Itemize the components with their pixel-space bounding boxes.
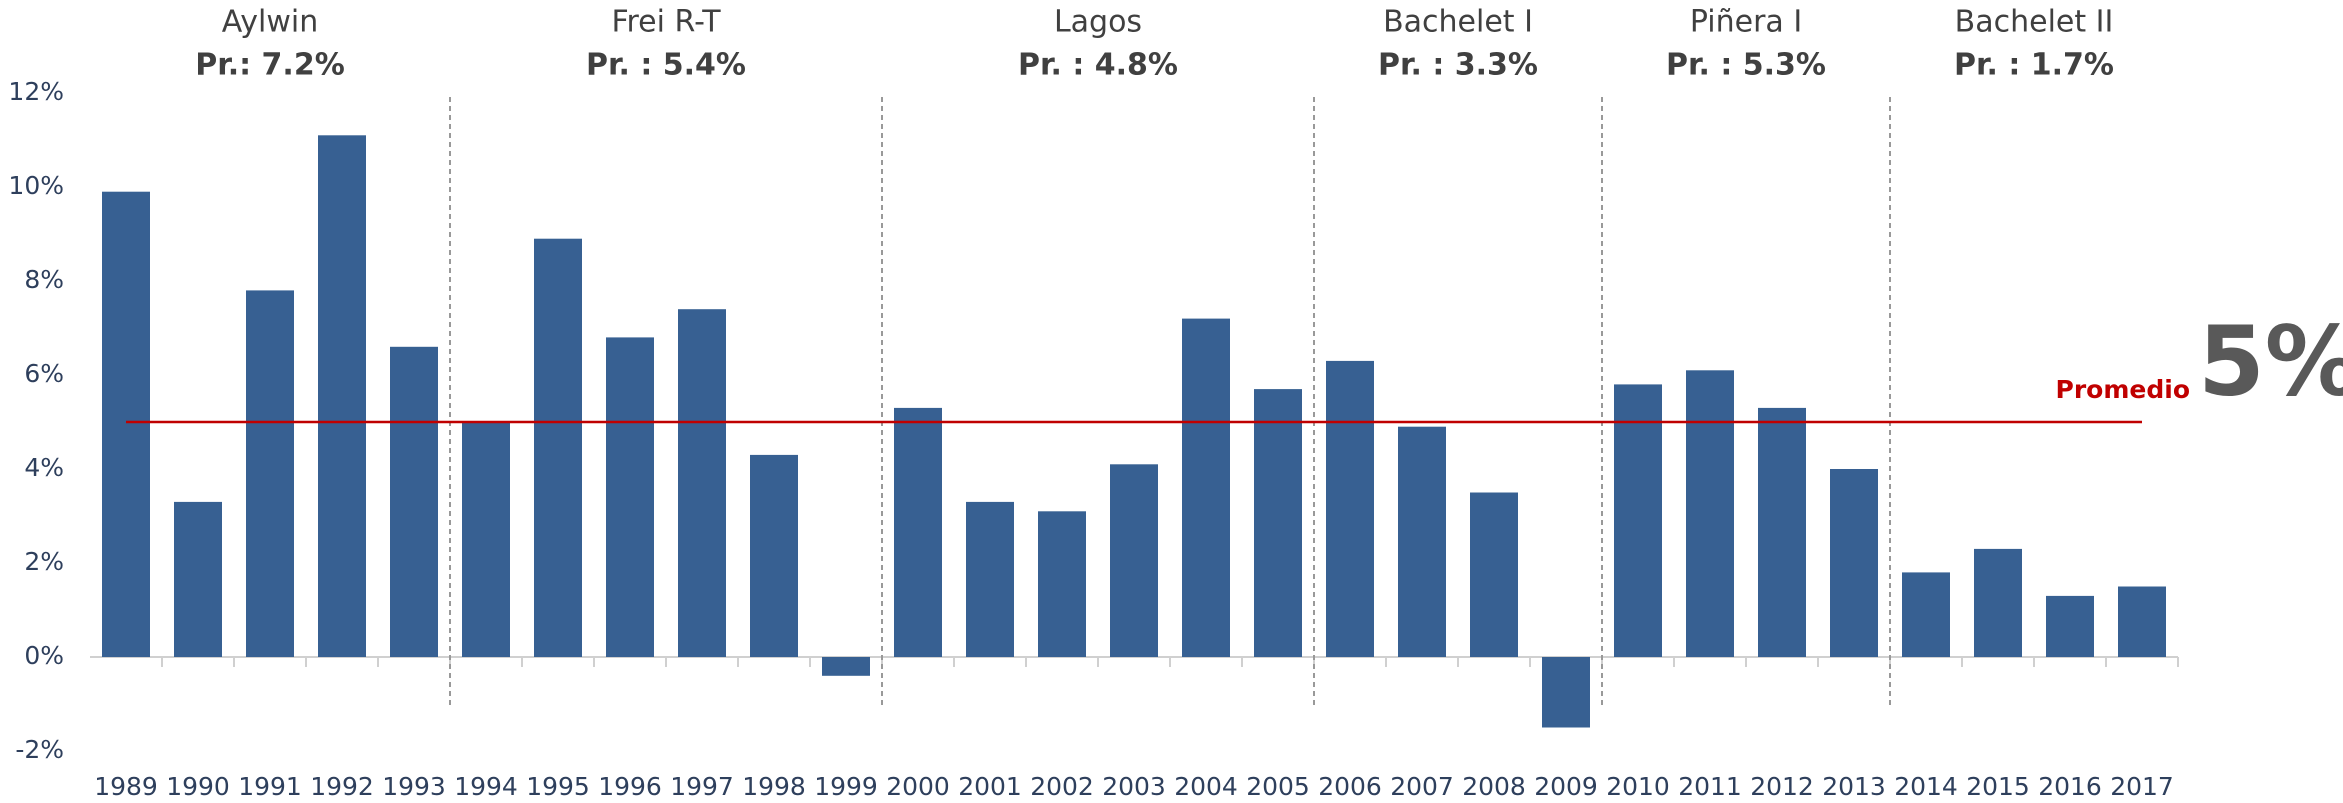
period-name: Bachelet I bbox=[1383, 5, 1533, 40]
bar bbox=[1326, 360, 1374, 657]
x-tick-label: 1993 bbox=[382, 772, 446, 801]
x-tick-label: 2013 bbox=[1822, 772, 1886, 801]
period-average: Pr. : 3.3% bbox=[1378, 48, 1538, 83]
x-tick-label: 2002 bbox=[1030, 772, 1094, 801]
period-name: Bachelet II bbox=[1955, 5, 2114, 40]
bar bbox=[1110, 464, 1158, 657]
x-tick-label: 2004 bbox=[1174, 772, 1238, 801]
bar bbox=[678, 309, 726, 657]
reference-label: Promedio bbox=[2056, 375, 2190, 404]
bar bbox=[822, 657, 870, 676]
y-tick-label: 2% bbox=[24, 547, 64, 576]
bar bbox=[390, 346, 438, 657]
bar bbox=[1254, 389, 1302, 657]
period-name: Aylwin bbox=[222, 5, 318, 40]
y-tick-label: 4% bbox=[24, 453, 64, 482]
x-tick-label: 2003 bbox=[1102, 772, 1166, 801]
y-tick-label: 0% bbox=[24, 641, 64, 670]
bar bbox=[318, 135, 366, 658]
bar bbox=[1614, 384, 1662, 657]
period-name: Frei R-T bbox=[611, 5, 721, 40]
y-tick-label: -2% bbox=[15, 735, 64, 764]
period-name: Piñera I bbox=[1690, 5, 1802, 40]
bar bbox=[966, 501, 1014, 657]
period-average: Pr. : 4.8% bbox=[1018, 48, 1178, 83]
bar bbox=[750, 454, 798, 657]
x-tick-label: 1991 bbox=[238, 772, 302, 801]
reference-value: 5% bbox=[2198, 305, 2343, 417]
x-tick-label: 2009 bbox=[1534, 772, 1598, 801]
bar bbox=[174, 501, 222, 657]
x-tick-label: 2012 bbox=[1750, 772, 1814, 801]
bar bbox=[1686, 370, 1734, 657]
y-tick-label: 12% bbox=[8, 77, 64, 106]
bar bbox=[1470, 492, 1518, 657]
bar bbox=[2118, 586, 2166, 657]
x-tick-label: 1994 bbox=[454, 772, 518, 801]
bar bbox=[1542, 657, 1590, 728]
x-tick-label: 2017 bbox=[2110, 772, 2174, 801]
y-tick-label: 6% bbox=[24, 359, 64, 388]
x-tick-label: 1997 bbox=[670, 772, 734, 801]
bar bbox=[1398, 426, 1446, 657]
period-average: Pr. : 5.3% bbox=[1666, 48, 1826, 83]
bar bbox=[1902, 572, 1950, 657]
x-tick-label: 2014 bbox=[1894, 772, 1958, 801]
x-tick-label: 2001 bbox=[958, 772, 1022, 801]
period-name: Lagos bbox=[1054, 5, 1142, 40]
bar bbox=[1038, 511, 1086, 657]
x-tick-label: 1999 bbox=[814, 772, 878, 801]
x-tick-label: 1989 bbox=[94, 772, 158, 801]
period-average: Pr. : 5.4% bbox=[586, 48, 746, 83]
y-tick-label: 10% bbox=[8, 171, 64, 200]
x-tick-label: 1990 bbox=[166, 772, 230, 801]
bar bbox=[246, 290, 294, 657]
period-average: Pr.: 7.2% bbox=[195, 48, 345, 83]
bar bbox=[1182, 318, 1230, 657]
x-tick-label: 2008 bbox=[1462, 772, 1526, 801]
x-tick-label: 2007 bbox=[1390, 772, 1454, 801]
x-tick-label: 2015 bbox=[1966, 772, 2030, 801]
period-average: Pr. : 1.7% bbox=[1954, 48, 2114, 83]
bar bbox=[2046, 595, 2094, 657]
x-tick-label: 1995 bbox=[526, 772, 590, 801]
bar bbox=[1758, 407, 1806, 657]
x-tick-label: 1996 bbox=[598, 772, 662, 801]
x-tick-label: 2010 bbox=[1606, 772, 1670, 801]
x-tick-label: 2005 bbox=[1246, 772, 1310, 801]
x-tick-label: 2000 bbox=[886, 772, 950, 801]
bar bbox=[102, 191, 150, 657]
bar bbox=[1830, 469, 1878, 657]
bar bbox=[534, 238, 582, 657]
bar bbox=[1974, 548, 2022, 657]
x-tick-label: 1998 bbox=[742, 772, 806, 801]
bar bbox=[462, 422, 510, 657]
bar bbox=[606, 337, 654, 657]
x-tick-label: 2006 bbox=[1318, 772, 1382, 801]
x-tick-label: 2011 bbox=[1678, 772, 1742, 801]
x-tick-label: 2016 bbox=[2038, 772, 2102, 801]
x-tick-label: 1992 bbox=[310, 772, 374, 801]
bar bbox=[894, 407, 942, 657]
y-tick-label: 8% bbox=[24, 265, 64, 294]
